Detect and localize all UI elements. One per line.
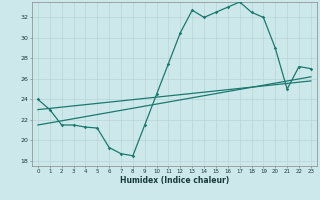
X-axis label: Humidex (Indice chaleur): Humidex (Indice chaleur) bbox=[120, 176, 229, 185]
